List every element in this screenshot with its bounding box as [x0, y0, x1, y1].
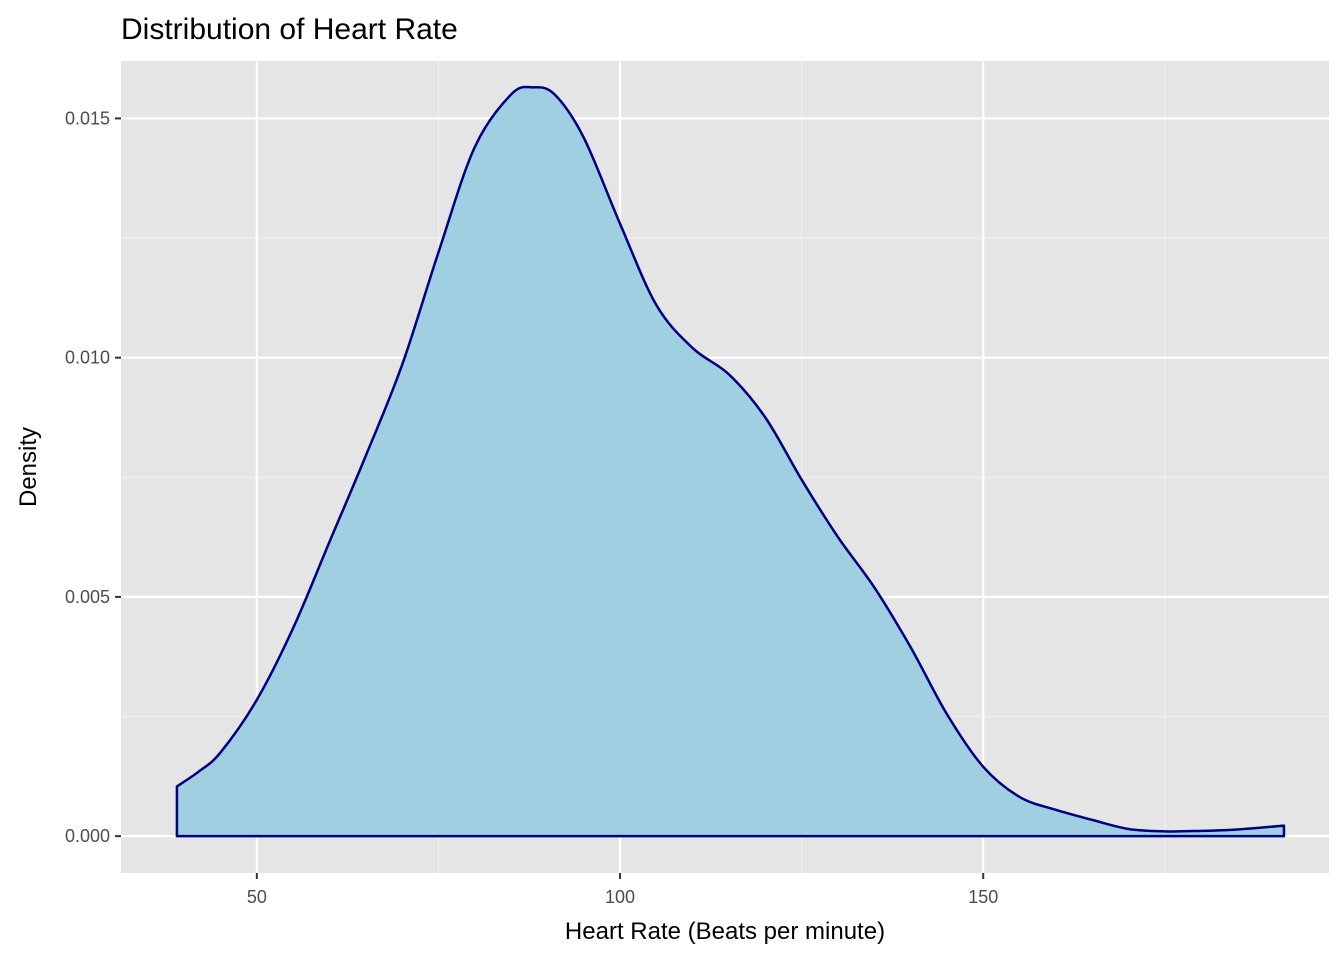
y-tick-labels: 0.000 0.005 0.010 0.015	[65, 108, 110, 846]
x-axis-title: Heart Rate (Beats per minute)	[565, 918, 885, 945]
x-tick-label: 100	[605, 887, 635, 907]
x-tick-labels: 50 100 150	[247, 887, 998, 907]
chart-title: Distribution of Heart Rate	[121, 13, 458, 46]
y-tick-label: 0.000	[65, 826, 110, 846]
x-tick-label: 150	[968, 887, 998, 907]
axis-ticks	[115, 117, 985, 879]
y-tick-label: 0.005	[65, 587, 110, 607]
y-tick-label: 0.015	[65, 108, 110, 128]
density-area	[175, 85, 1286, 838]
y-tick-label: 0.010	[65, 348, 110, 368]
y-axis-title: Density	[15, 427, 42, 507]
x-tick-label: 50	[247, 887, 267, 907]
